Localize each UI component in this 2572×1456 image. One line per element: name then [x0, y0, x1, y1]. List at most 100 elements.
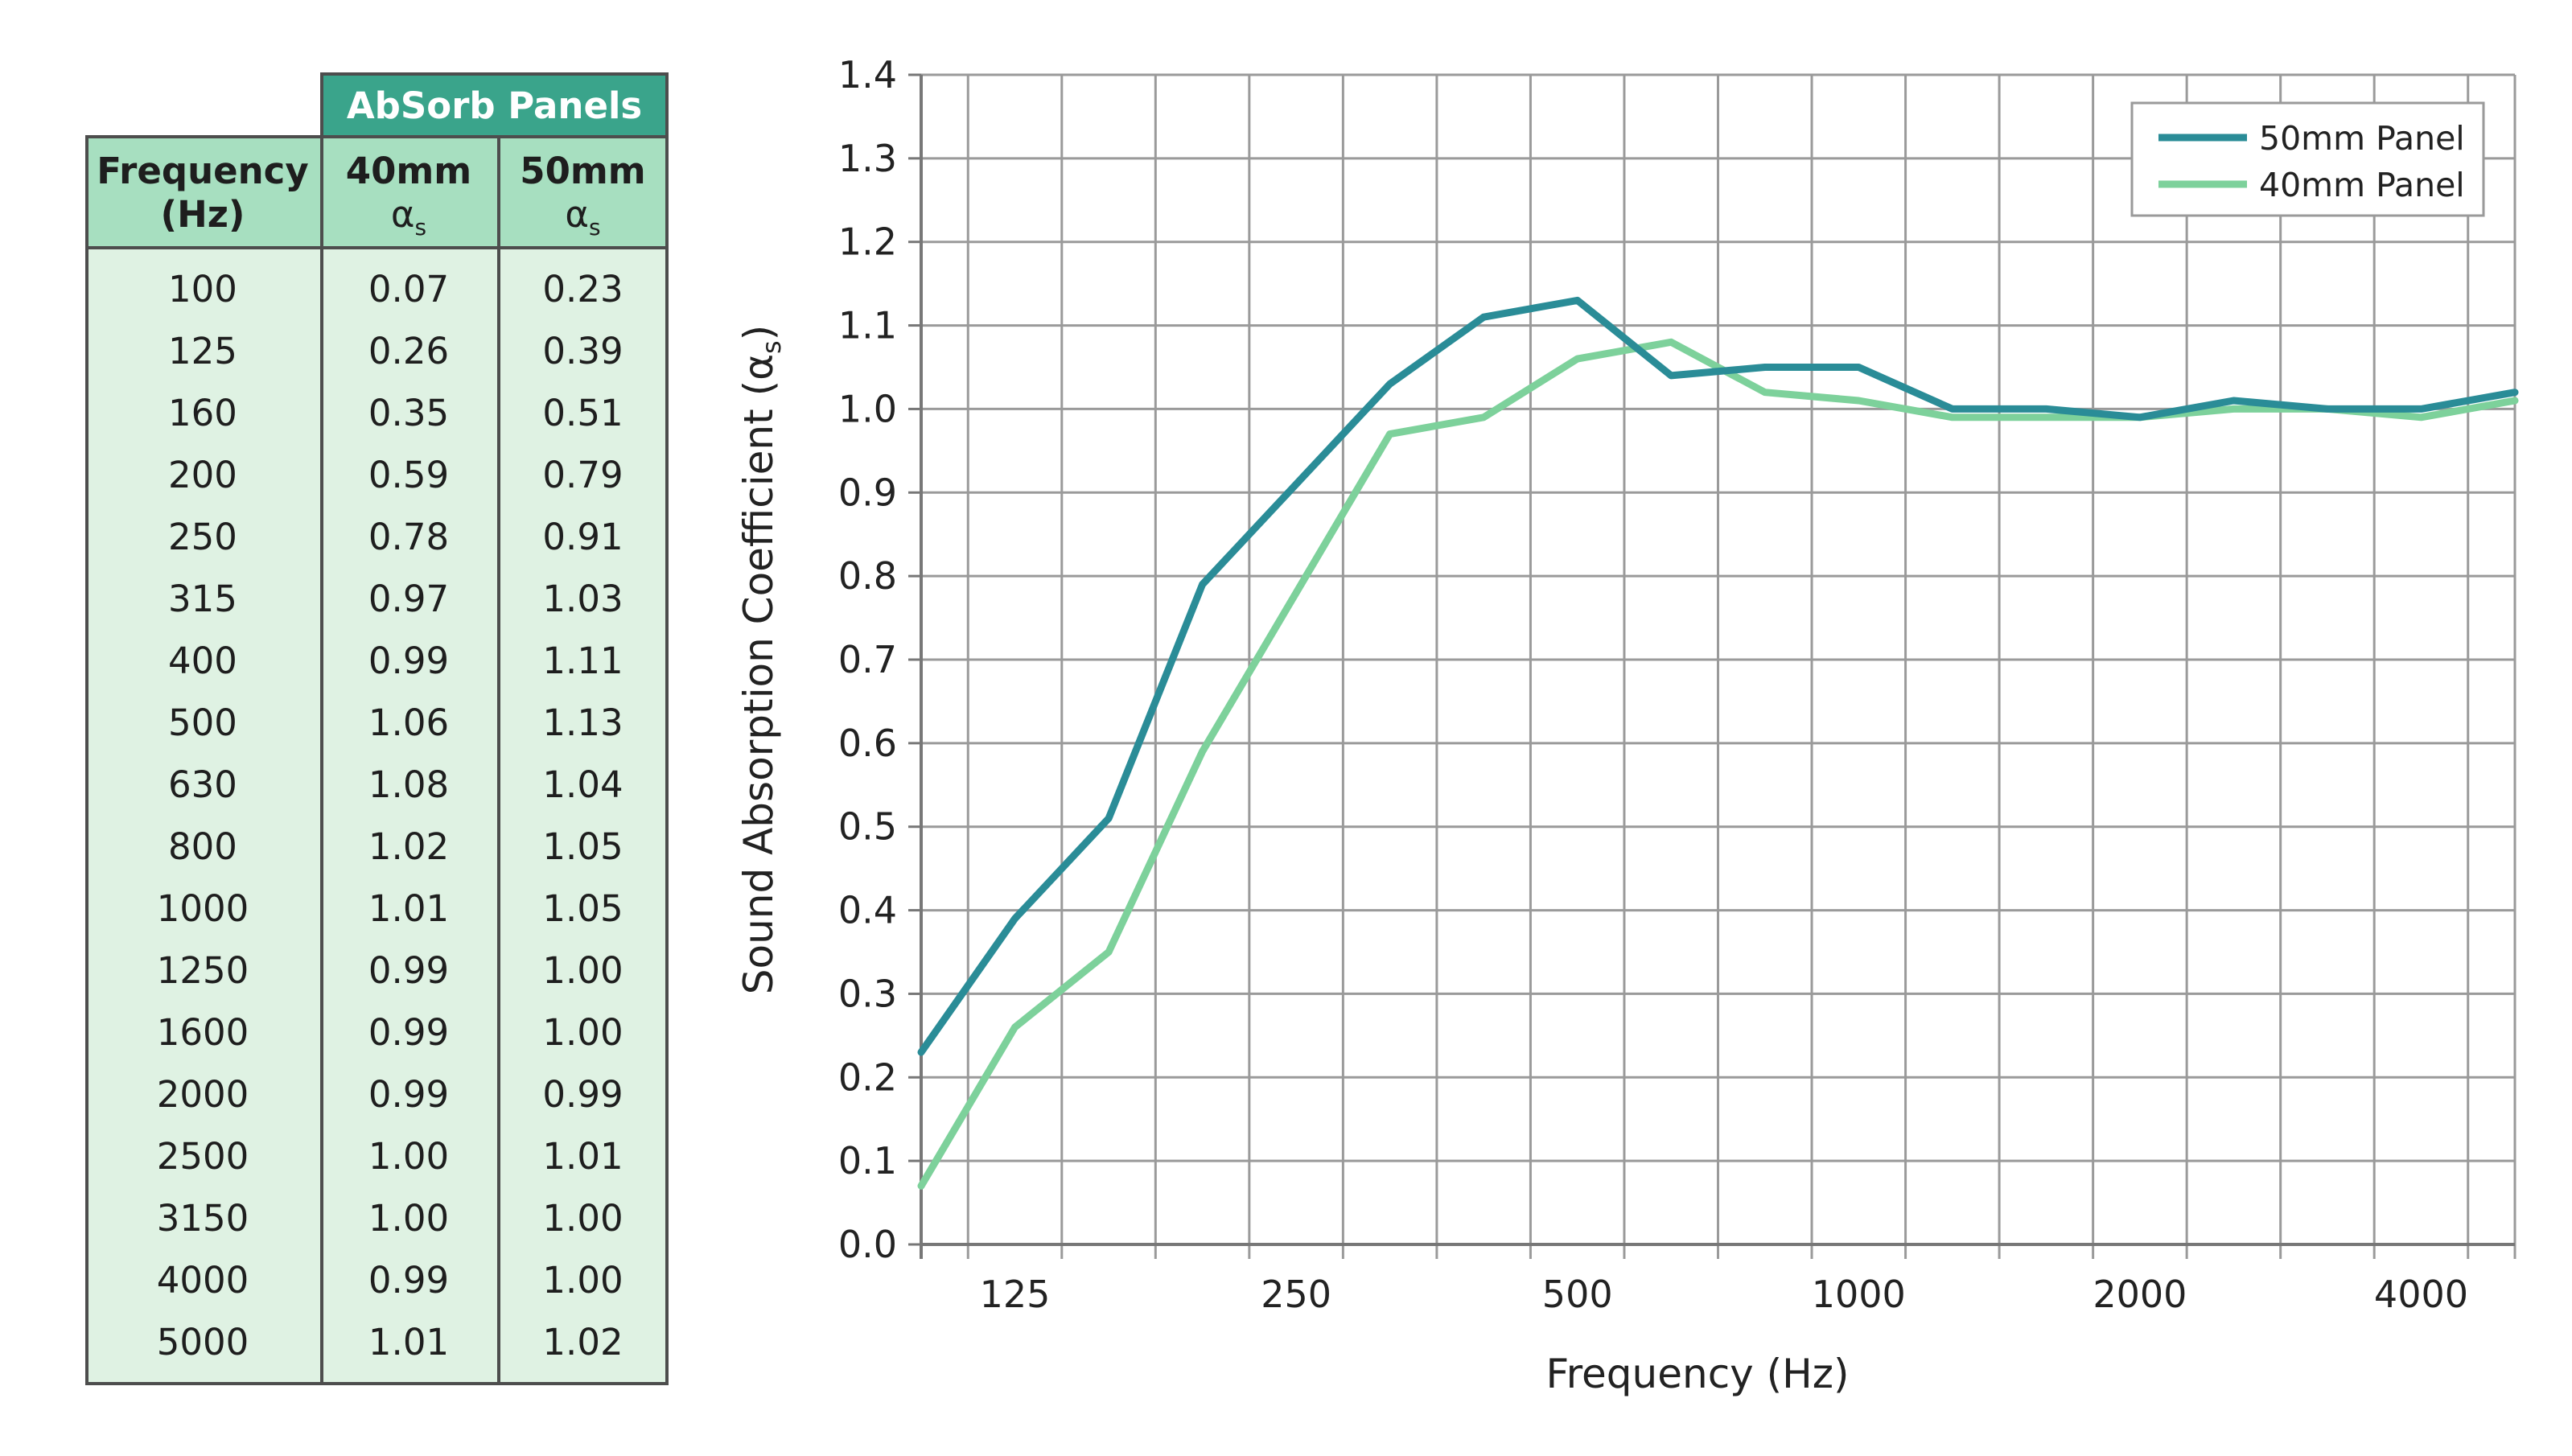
y-tick-label: 1.3 [838, 137, 897, 180]
table-cell-40mm: 0.59 [368, 454, 450, 496]
y-tick-label: 0.8 [838, 554, 897, 598]
series-line [917, 338, 2519, 1190]
legend-label: 40mm Panel [2259, 166, 2465, 204]
table-cell-50mm: 0.23 [542, 268, 623, 311]
table-cell-40mm: 0.99 [368, 1011, 450, 1054]
table-cell-frequency: 125 [168, 330, 237, 372]
header-frequency-line1: Frequency [97, 150, 309, 192]
header-50mm: 50mm [520, 150, 646, 192]
table-cell-50mm: 0.99 [542, 1073, 623, 1116]
table-cell-frequency: 400 [168, 640, 237, 682]
y-tick-label: 0.4 [838, 889, 897, 932]
y-axis-label-sub: s [756, 340, 787, 354]
table-cell-frequency: 4000 [156, 1259, 249, 1302]
x-tick-labels: 125 250 500 1000 2000 4000 [980, 1273, 2468, 1316]
legend-box [2130, 101, 2485, 217]
table-cell-40mm: 0.99 [368, 1073, 450, 1116]
table-cell-40mm: 0.35 [368, 392, 450, 434]
table-cell-40mm: 0.97 [368, 578, 450, 620]
series-lines [917, 296, 2519, 1190]
table-cell-40mm: 1.00 [368, 1197, 450, 1240]
y-axis-label-close: ) [735, 325, 782, 341]
table-body [85, 246, 669, 1385]
alpha-symbol: α [565, 193, 590, 236]
table-divider [320, 135, 323, 1385]
table-cell-frequency: 500 [168, 701, 237, 744]
table-cell-frequency: 1600 [156, 1011, 249, 1054]
table-cell-50mm: 1.03 [542, 578, 623, 620]
alpha-subscript: s [414, 214, 427, 241]
table-cell-frequency: 2000 [156, 1073, 249, 1116]
header-40mm-alpha: αs [320, 193, 497, 249]
table-cell-frequency: 3150 [156, 1197, 249, 1240]
y-tick-label: 0.9 [838, 471, 897, 514]
x-tick-label: 500 [1542, 1273, 1613, 1316]
alpha-subscript: s [589, 214, 601, 241]
table-cell-frequency: 315 [168, 578, 237, 620]
table-cell-50mm: 1.00 [542, 949, 623, 992]
table-cell-40mm: 1.02 [368, 825, 450, 868]
x-tick-label: 250 [1261, 1273, 1331, 1316]
table-cell-frequency: 800 [168, 825, 237, 868]
table-cell-50mm: 1.04 [542, 763, 623, 806]
y-tick-label: 1.0 [838, 387, 897, 430]
header-50mm-alpha: αs [497, 193, 669, 249]
y-tick-label: 0.1 [838, 1139, 897, 1182]
x-axis-label: Frequency (Hz) [1545, 1351, 1849, 1397]
y-tick-label: 0.6 [838, 722, 897, 765]
legend-label: 50mm Panel [2259, 119, 2465, 158]
chart-grid [908, 73, 2516, 1259]
table-cell-frequency: 100 [168, 268, 237, 311]
y-axis-label: Sound Absorption Coefficient (αs) [735, 325, 787, 994]
table-cell-frequency: 160 [168, 392, 237, 434]
table-cell-50mm: 1.00 [542, 1259, 623, 1302]
table-cell-50mm: 1.02 [542, 1321, 623, 1363]
x-tick-label: 2000 [2093, 1273, 2187, 1316]
table-cell-50mm: 1.05 [542, 887, 623, 930]
series-line [917, 296, 2519, 1056]
y-tick-label: 1.1 [838, 304, 897, 348]
table-cell-40mm: 1.01 [368, 1321, 450, 1363]
x-tick-label: 125 [980, 1273, 1051, 1316]
table-cell-50mm: 1.05 [542, 825, 623, 868]
y-tick-label: 0.3 [838, 972, 897, 1015]
y-tick-labels: 0.0 0.1 0.2 0.3 0.4 0.5 0.6 0.7 0.8 0.9 1.0 1.1 1.2 1… [838, 53, 897, 1266]
y-tick-label: 1.4 [838, 53, 897, 97]
table-cell-40mm: 1.06 [368, 701, 450, 744]
table-cell-50mm: 1.00 [542, 1197, 623, 1240]
table-cell-40mm: 0.78 [368, 516, 450, 558]
table-cell-50mm: 1.13 [542, 701, 623, 744]
y-tick-label: 1.2 [838, 220, 897, 264]
y-tick-label: 0.2 [838, 1055, 897, 1099]
table-cell-50mm: 1.01 [542, 1135, 623, 1178]
x-tick-label: 4000 [2374, 1273, 2468, 1316]
table-cell-40mm: 0.99 [368, 949, 450, 992]
table-cell-frequency: 1000 [156, 887, 249, 930]
table-cell-40mm: 1.00 [368, 1135, 450, 1178]
header-frequency: Frequency (Hz) [85, 150, 320, 236]
table-cell-50mm: 1.11 [542, 640, 623, 682]
table-cell-50mm: 0.79 [542, 454, 623, 496]
x-tick-label: 1000 [1812, 1273, 1906, 1316]
header-40mm: 40mm [345, 150, 472, 192]
header-frequency-line2: (Hz) [160, 193, 245, 236]
table-cell-40mm: 0.99 [368, 640, 450, 682]
table-cell-50mm: 0.51 [542, 392, 623, 434]
table-cell-40mm: 0.07 [368, 268, 450, 311]
table-cell-40mm: 1.08 [368, 763, 450, 806]
absorption-table: AbSorb Panels Frequency (Hz) 40mm 50mm α… [85, 72, 669, 1385]
table-cell-50mm: 0.91 [542, 516, 623, 558]
table-cell-frequency: 1250 [156, 949, 249, 992]
y-tick-label: 0.7 [838, 638, 897, 681]
table-cell-40mm: 0.99 [368, 1259, 450, 1302]
table-cell-50mm: 1.00 [542, 1011, 623, 1054]
table-cell-frequency: 630 [168, 763, 237, 806]
table-cell-frequency: 200 [168, 454, 237, 496]
table-cell-frequency: 250 [168, 516, 237, 558]
table-group-header: AbSorb Panels [320, 72, 669, 138]
y-axis-label-text: Sound Absorption Coefficient (α [735, 354, 782, 994]
table-cell-40mm: 1.01 [368, 887, 450, 930]
chart-legend: 50mm Panel 40mm Panel [2130, 101, 2485, 217]
table-cell-frequency: 2500 [156, 1135, 249, 1178]
